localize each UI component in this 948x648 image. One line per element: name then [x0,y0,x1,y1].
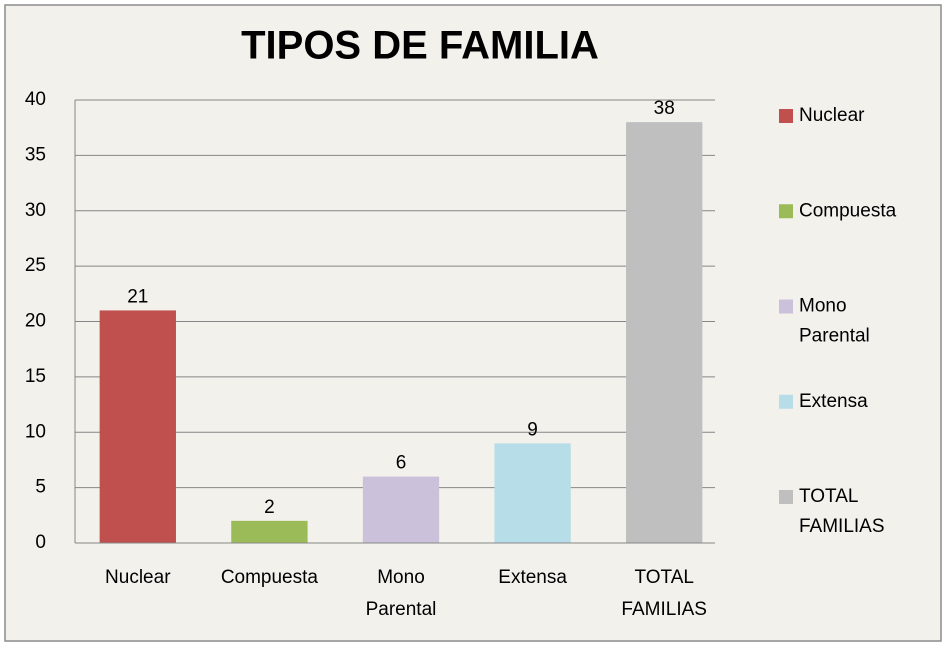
x-tick-label: Compuesta [221,567,319,588]
legend-swatch [779,204,793,219]
legend-swatch [779,299,793,314]
data-label: 9 [527,419,538,440]
chart-title: TIPOS DE FAMILIA [241,24,599,68]
y-tick-label: 30 [25,200,46,221]
x-tick-label: Nuclear [105,567,171,588]
data-label: 38 [654,98,675,119]
legend-swatch [779,490,793,504]
bar [494,443,571,543]
legend-label: Compuesta [799,200,897,221]
x-tick-label: Mono Parental [366,567,437,620]
legend-swatch [779,394,793,409]
y-tick-label: 15 [25,366,46,387]
y-tick-label: 40 [25,89,46,110]
data-label: 6 [396,453,407,474]
y-tick-label: 35 [25,144,46,165]
bar [362,476,440,543]
y-tick-label: 0 [35,532,46,553]
x-tick-label: Extensa [498,567,567,588]
y-tick-label: 25 [25,255,46,276]
x-tick-label: TOTAL FAMILIAS [621,567,707,620]
legend-label: Nuclear [799,105,865,126]
y-tick-label: 5 [35,477,46,498]
y-tick-label: 20 [25,311,46,332]
legend-label: Mono Parental [799,296,870,347]
bar [626,122,703,544]
legend-label: TOTAL FAMILIAS [799,486,885,537]
y-tick-label: 10 [25,421,46,442]
data-label: 2 [264,497,275,518]
legend-label: Extensa [799,391,868,412]
bar [231,520,308,543]
bar [99,310,176,543]
data-label: 21 [127,286,148,307]
legend-swatch [779,109,793,123]
